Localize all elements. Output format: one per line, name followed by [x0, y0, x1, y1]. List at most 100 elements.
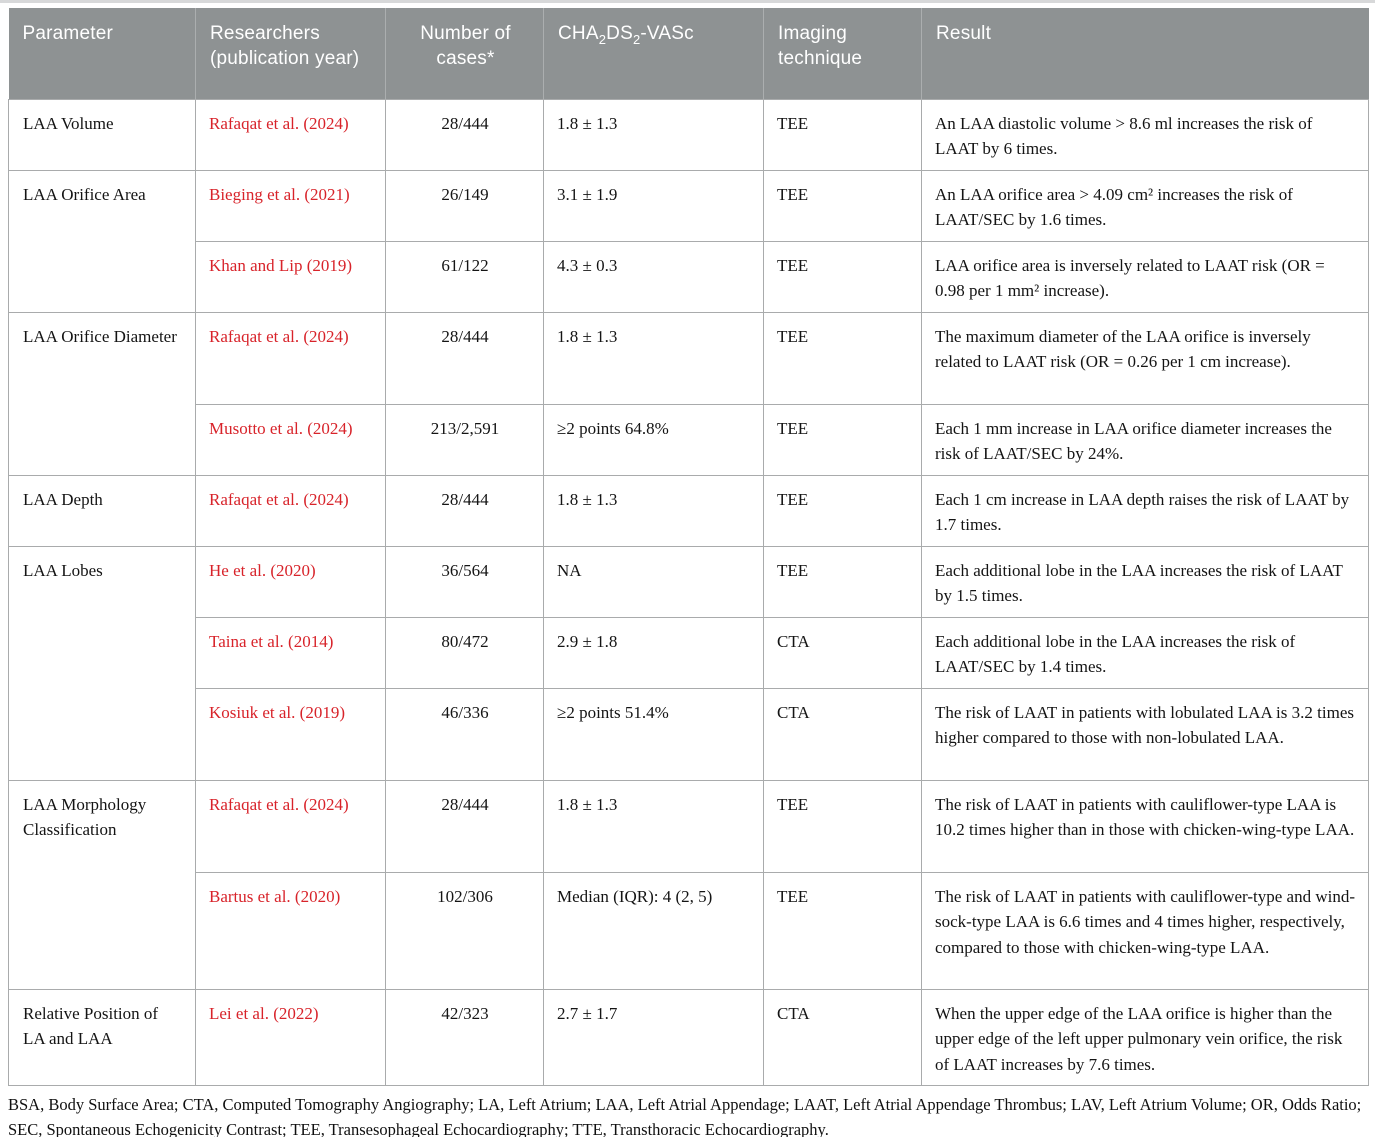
researcher-cell: Rafaqat et al. (2024) — [195, 779, 386, 873]
researcher-cell: Kosiuk et al. (2019) — [195, 687, 386, 781]
table-row: Musotto et al. (2024) 213/2,591 ≥2 point… — [9, 403, 1369, 476]
col-header-researchers: Researchers (publication year) — [195, 8, 386, 99]
imaging-cell: TEE — [763, 474, 922, 547]
imaging-cell: TEE — [763, 311, 922, 405]
table-row: Khan and Lip (2019) 61/122 4.3 ± 0.3 TEE… — [9, 240, 1369, 313]
imaging-cell: TEE — [763, 779, 922, 873]
table-footnotes: BSA, Body Surface Area; CTA, Computed To… — [8, 1093, 1367, 1137]
table-body: LAA Volume Rafaqat et al. (2024) 28/444 … — [8, 98, 1369, 1086]
citation-link[interactable]: Khan and Lip (2019) — [209, 255, 353, 275]
result-cell: LAA orifice area is inversely related to… — [921, 240, 1369, 313]
citation-link[interactable]: He et al. (2020) — [209, 560, 316, 580]
parameter-cell: LAA Morphology Classification — [8, 779, 196, 990]
result-cell: When the upper edge of the LAA orifice i… — [921, 988, 1369, 1086]
header-row: Parameter Researchers (publication year)… — [8, 8, 1369, 99]
imaging-cell: TEE — [763, 871, 922, 990]
table-row: LAA Morphology Classification Rafaqat et… — [8, 779, 1369, 990]
col-header-cha2ds2-vasc: CHA2DS2-VASc — [543, 8, 764, 99]
researcher-cell: Rafaqat et al. (2024) — [195, 311, 386, 405]
researcher-cell: Khan and Lip (2019) — [195, 240, 386, 313]
cases-cell: 42/323 — [385, 988, 544, 1086]
cases-cell: 213/2,591 — [385, 403, 544, 476]
citation-link[interactable]: Musotto et al. (2024) — [209, 418, 353, 438]
cha-part: DS — [606, 23, 633, 44]
result-cell: Each additional lobe in the LAA increase… — [921, 616, 1369, 689]
col-header-parameter: Parameter — [8, 8, 196, 99]
result-cell: The risk of LAAT in patients with caulif… — [921, 871, 1369, 990]
cha-score-cell: 4.3 ± 0.3 — [543, 240, 764, 313]
table-row: LAA Volume Rafaqat et al. (2024) 28/444 … — [8, 98, 1369, 171]
cha-subscript: 2 — [598, 31, 607, 47]
cha-score-cell: Median (IQR): 4 (2, 5) — [543, 871, 764, 990]
study-table-container: Parameter Researchers (publication year)… — [8, 8, 1369, 1086]
citation-link[interactable]: Rafaqat et al. (2024) — [209, 113, 349, 133]
cases-cell: 102/306 — [385, 871, 544, 990]
researcher-cell: Bieging et al. (2021) — [195, 169, 386, 242]
cases-cell: 46/336 — [385, 687, 544, 781]
citation-link[interactable]: Bartus et al. (2020) — [209, 886, 341, 906]
table-row: Bartus et al. (2020) 102/306 Median (IQR… — [9, 871, 1369, 990]
cha-score-cell: ≥2 points 64.8% — [543, 403, 764, 476]
researcher-cell: Rafaqat et al. (2024) — [195, 98, 386, 171]
table-row: Kosiuk et al. (2019) 46/336 ≥2 points 51… — [9, 687, 1369, 781]
col-header-result: Result — [921, 8, 1369, 99]
cases-cell: 61/122 — [385, 240, 544, 313]
table-row: LAA Depth Rafaqat et al. (2024) 28/444 1… — [8, 474, 1369, 547]
cha-part: -VASc — [640, 23, 694, 44]
cha-score-cell: 1.8 ± 1.3 — [543, 779, 764, 873]
result-cell: An LAA orifice area > 4.09 cm² increases… — [921, 169, 1369, 242]
citation-link[interactable]: Kosiuk et al. (2019) — [209, 702, 345, 722]
laa-parameters-table: Parameter Researchers (publication year)… — [8, 8, 1369, 1086]
cha-score-cell: 3.1 ± 1.9 — [543, 169, 764, 242]
imaging-cell: TEE — [763, 240, 922, 313]
result-cell: The risk of LAAT in patients with caulif… — [921, 779, 1369, 873]
citation-link[interactable]: Lei et al. (2022) — [209, 1003, 319, 1023]
citation-link[interactable]: Rafaqat et al. (2024) — [209, 794, 349, 814]
parameter-cell: Relative Position of LA and LAA — [8, 988, 196, 1086]
cases-cell: 28/444 — [385, 311, 544, 405]
cases-cell: 80/472 — [385, 616, 544, 689]
citation-link[interactable]: Taina et al. (2014) — [209, 631, 334, 651]
result-cell: Each additional lobe in the LAA increase… — [921, 545, 1369, 618]
footnote-abbreviations: BSA, Body Surface Area; CTA, Computed To… — [8, 1095, 1362, 1137]
cha-part: CHA — [558, 23, 599, 44]
researcher-cell: Musotto et al. (2024) — [195, 403, 386, 476]
imaging-cell: TEE — [763, 403, 922, 476]
researcher-cell: He et al. (2020) — [195, 545, 386, 618]
imaging-cell: CTA — [763, 687, 922, 781]
cha-subscript: 2 — [632, 31, 641, 47]
cases-cell: 36/564 — [385, 545, 544, 618]
table-row: LAA Orifice Diameter Rafaqat et al. (202… — [8, 311, 1369, 476]
cha-score-cell: 2.7 ± 1.7 — [543, 988, 764, 1086]
imaging-cell: CTA — [763, 988, 922, 1086]
imaging-cell: TEE — [763, 98, 922, 171]
citation-link[interactable]: Rafaqat et al. (2024) — [209, 489, 349, 509]
cha-score-cell: 1.8 ± 1.3 — [543, 311, 764, 405]
table-row: Taina et al. (2014) 80/472 2.9 ± 1.8 CTA… — [9, 616, 1369, 689]
cha-score-cell: ≥2 points 51.4% — [543, 687, 764, 781]
imaging-cell: CTA — [763, 616, 922, 689]
cha-score-cell: 2.9 ± 1.8 — [543, 616, 764, 689]
cases-cell: 28/444 — [385, 779, 544, 873]
cha-score-cell: 1.8 ± 1.3 — [543, 474, 764, 547]
col-header-imaging-technique: Imaging technique — [763, 8, 922, 99]
result-cell: Each 1 cm increase in LAA depth raises t… — [921, 474, 1369, 547]
citation-link[interactable]: Bieging et al. (2021) — [209, 184, 350, 204]
imaging-cell: TEE — [763, 545, 922, 618]
researcher-cell: Bartus et al. (2020) — [195, 871, 386, 990]
col-header-number-of-cases: Number of cases* — [385, 8, 544, 99]
imaging-cell: TEE — [763, 169, 922, 242]
researcher-cell: Taina et al. (2014) — [195, 616, 386, 689]
table-row: LAA Lobes He et al. (2020) 36/564 NA TEE… — [8, 545, 1369, 781]
result-cell: The maximum diameter of the LAA orifice … — [921, 311, 1369, 405]
cases-cell: 26/149 — [385, 169, 544, 242]
researcher-cell: Lei et al. (2022) — [195, 988, 386, 1086]
citation-link[interactable]: Rafaqat et al. (2024) — [209, 326, 349, 346]
parameter-cell: LAA Orifice Area — [8, 169, 196, 313]
result-cell: Each 1 mm increase in LAA orifice diamet… — [921, 403, 1369, 476]
table-row: Relative Position of LA and LAA Lei et a… — [8, 988, 1369, 1086]
cha-score-cell: 1.8 ± 1.3 — [543, 98, 764, 171]
cases-cell: 28/444 — [385, 98, 544, 171]
parameter-cell: LAA Depth — [8, 474, 196, 547]
cases-cell: 28/444 — [385, 474, 544, 547]
